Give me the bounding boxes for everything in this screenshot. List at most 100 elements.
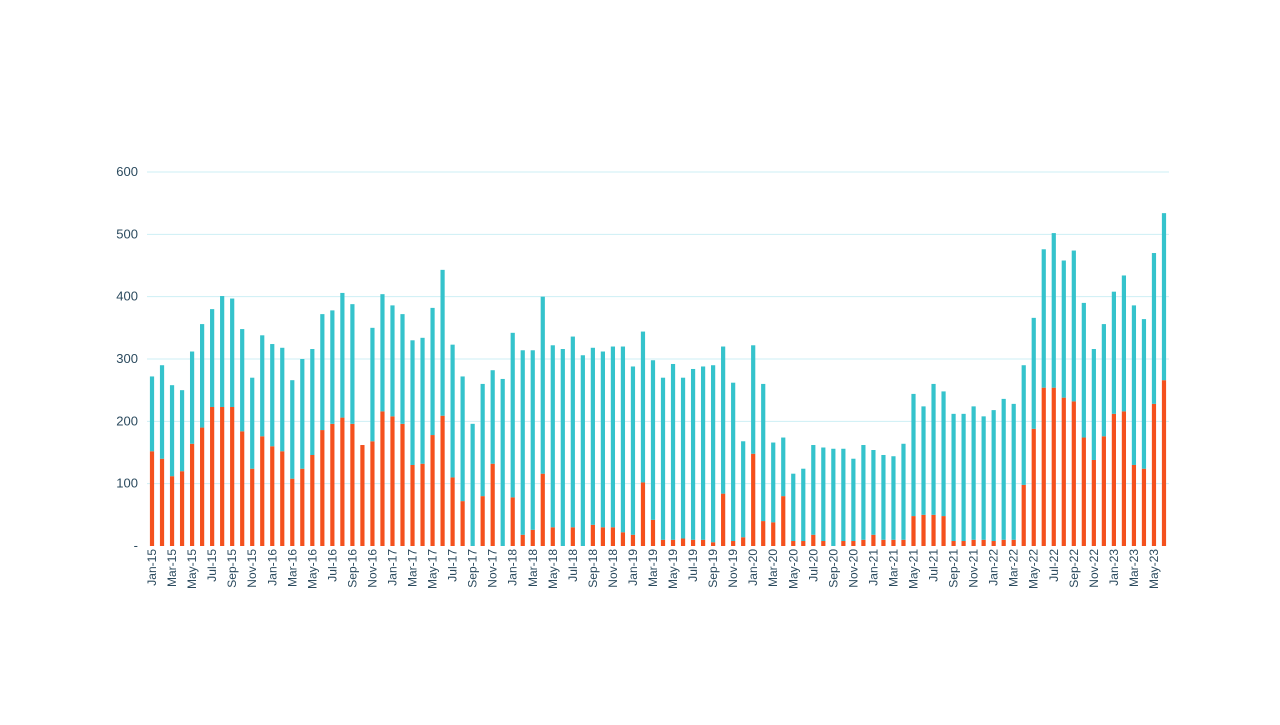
bar-segment-bottom [420, 463, 425, 546]
bar-segment-top [1131, 305, 1137, 465]
bar-segment-bottom [1121, 411, 1127, 546]
bar-segment-top [320, 314, 325, 431]
x-tick-label: Jul-17 [446, 549, 460, 582]
bar-segment-top [741, 441, 746, 538]
x-tick-label: May-18 [546, 549, 560, 589]
x-tick-label: Jan-17 [385, 549, 399, 586]
bar-segment-bottom [310, 454, 315, 546]
bar-segment-top [330, 310, 335, 424]
bar-segment-bottom [961, 541, 966, 546]
bar-segment-bottom [380, 411, 385, 546]
x-tick-label: May-21 [907, 549, 921, 589]
x-tick-label: Jan-19 [626, 549, 640, 586]
bar-segment-bottom [230, 407, 235, 546]
x-tick-label: Sep-20 [826, 549, 840, 588]
bar-segment-bottom [480, 496, 485, 546]
x-tick-label: Nov-15 [245, 549, 259, 588]
bar-segment-bottom [390, 416, 395, 546]
bar-segment-bottom [871, 534, 876, 546]
bar-segment-bottom [640, 482, 646, 546]
bar-segment-top [991, 410, 996, 542]
bar-segment-bottom [1011, 539, 1016, 546]
bar-segment-top [500, 378, 505, 546]
bar-segment-bottom [550, 527, 555, 546]
x-tick-label: Jan-16 [265, 549, 279, 586]
bar-segment-top [811, 445, 816, 535]
x-tick-label: Mar-17 [406, 549, 420, 587]
bar-segment-top [420, 337, 425, 464]
bar-segment-top [270, 344, 275, 447]
x-tick-label: Nov-18 [606, 549, 620, 588]
bar-segment-top [1141, 319, 1147, 469]
x-tick-label: Jan-15 [145, 549, 159, 586]
x-tick-label: Jan-20 [746, 549, 760, 586]
bar-segment-bottom [931, 514, 936, 546]
bar-segment-bottom [210, 407, 215, 546]
x-tick-label: Jan-21 [866, 549, 880, 586]
x-tick-label: Sep-22 [1067, 549, 1081, 588]
bar-segment-bottom [690, 539, 696, 546]
bar-segment-top [1041, 249, 1046, 388]
bar-segment-top [580, 355, 585, 546]
bar-segment-top [570, 336, 575, 528]
bar-segment-bottom [1141, 468, 1147, 546]
bar-segment-top [590, 347, 595, 525]
bar-segment-bottom [179, 471, 185, 546]
bar-segment-bottom [330, 423, 335, 546]
bar-segment-bottom [400, 423, 405, 546]
bar-segment-bottom [721, 493, 726, 546]
bar-segment-top [260, 335, 265, 437]
x-tick-label: Jul-22 [1047, 549, 1061, 582]
bar-segment-top [921, 406, 926, 515]
y-tick-label: 600 [116, 164, 138, 179]
bar-segment-top [200, 324, 205, 428]
bar-segment-top [390, 305, 395, 417]
bar-segment-top [550, 345, 555, 528]
bar-segment-top [1121, 275, 1127, 412]
bar-segment-bottom [1161, 380, 1167, 546]
x-tick-label: Mar-22 [1007, 549, 1021, 587]
x-tick-label: Mar-18 [526, 549, 540, 587]
bar-segment-top [1031, 317, 1036, 429]
x-tick-label: Jul-19 [686, 549, 700, 582]
bar-segment-bottom [841, 541, 846, 546]
bar-segment-top [781, 437, 786, 497]
bar-segment-top [670, 363, 676, 540]
y-tick-label: - [134, 538, 138, 553]
bar-segment-top [1011, 403, 1016, 540]
bar-segment-top [600, 351, 605, 528]
x-tick-label: Jul-20 [806, 549, 820, 582]
bar-segment-bottom [660, 539, 666, 546]
bar-segment-bottom [1101, 436, 1106, 546]
bar-segment-top [1051, 233, 1056, 388]
bar-segment-bottom [169, 476, 175, 546]
bar-segment-top [941, 391, 946, 517]
bar-segment-top [981, 416, 986, 540]
x-tick-label: Sep-21 [947, 549, 961, 588]
bar-segment-top [891, 456, 896, 540]
bar-segment-bottom [520, 534, 525, 546]
bar-segment-bottom [771, 522, 776, 546]
bar-segment-top [871, 450, 876, 535]
bar-segment-top [490, 370, 495, 464]
bar-segment-bottom [610, 527, 616, 546]
bar-segment-bottom [971, 539, 976, 546]
bar-segment-top [660, 377, 666, 540]
bar-segment-top [290, 380, 295, 479]
bar-segment-bottom [370, 441, 375, 546]
x-tick-label: Nov-17 [486, 549, 500, 588]
bar-segment-top [901, 443, 906, 540]
x-tick-label: Mar-19 [646, 549, 660, 587]
bar-segment-top [791, 473, 796, 542]
bar-segment-bottom [350, 423, 355, 546]
bar-segment-top [1161, 213, 1167, 381]
bar-segment-bottom [1061, 397, 1066, 546]
bar-segment-bottom [921, 514, 926, 546]
bar-segment-bottom [851, 541, 856, 546]
x-tick-label: Jan-23 [1107, 549, 1121, 586]
bar-segment-bottom [460, 501, 465, 546]
bar-segment-top [1071, 250, 1076, 402]
bar-segment-top [149, 376, 155, 452]
bar-segment-bottom [751, 453, 756, 546]
